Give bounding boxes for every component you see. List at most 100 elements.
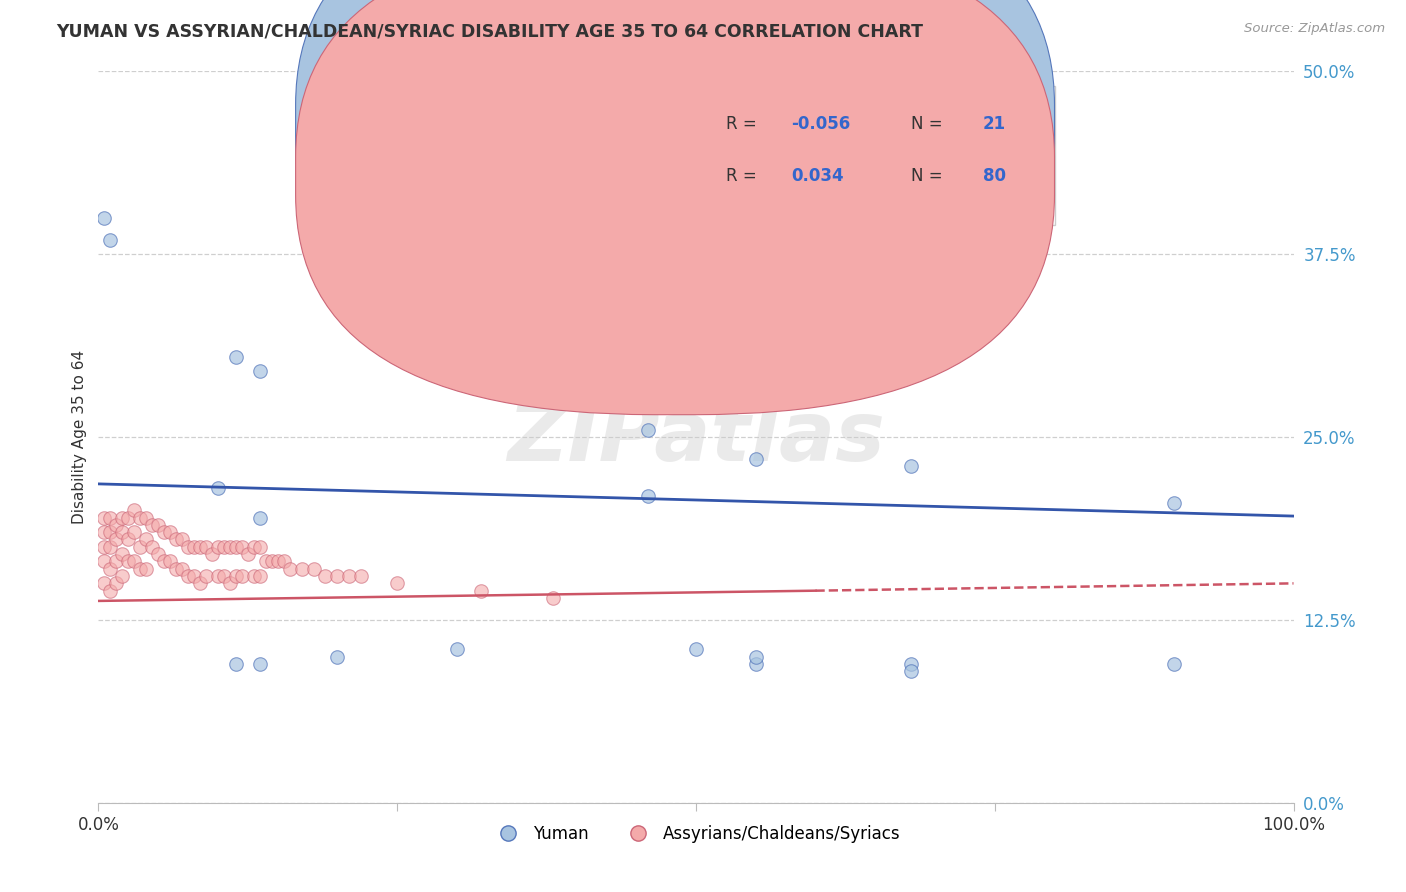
Point: [1163, 496, 1185, 510]
Point: [188, 576, 211, 591]
Text: N =: N =: [911, 167, 948, 185]
Point: [165, 562, 187, 576]
Point: [93, 540, 115, 554]
Point: [195, 569, 218, 583]
Point: [98, 233, 122, 247]
Point: [153, 554, 176, 568]
Point: [117, 533, 139, 547]
Point: [446, 642, 468, 657]
Point: [231, 569, 253, 583]
Point: [165, 533, 187, 547]
Point: [98, 583, 122, 598]
Point: [105, 517, 128, 532]
Point: [291, 562, 314, 576]
Point: [177, 540, 200, 554]
Point: [117, 554, 139, 568]
Y-axis label: Disability Age 35 to 64: Disability Age 35 to 64: [72, 350, 87, 524]
Text: 0.034: 0.034: [792, 167, 844, 185]
Point: [267, 554, 290, 568]
Point: [207, 569, 229, 583]
Legend: Yuman, Assyrians/Chaldeans/Syriacs: Yuman, Assyrians/Chaldeans/Syriacs: [484, 818, 908, 849]
Point: [98, 562, 122, 576]
Point: [201, 547, 224, 561]
Point: [212, 569, 235, 583]
Point: [93, 525, 115, 540]
Point: [98, 510, 122, 524]
Point: [326, 569, 349, 583]
Point: [183, 569, 205, 583]
Point: [745, 657, 768, 671]
Point: [249, 364, 271, 378]
Text: -0.056: -0.056: [792, 115, 851, 133]
Point: [148, 547, 170, 561]
Point: [129, 510, 152, 524]
Point: [111, 510, 134, 524]
Point: [249, 657, 271, 671]
Point: [745, 649, 768, 664]
Point: [541, 591, 564, 605]
Point: [249, 569, 271, 583]
Point: [637, 489, 659, 503]
Point: [129, 540, 152, 554]
Point: [124, 525, 146, 540]
Point: [225, 540, 247, 554]
Point: [105, 533, 128, 547]
Text: YUMAN VS ASSYRIAN/CHALDEAN/SYRIAC DISABILITY AGE 35 TO 64 CORRELATION CHART: YUMAN VS ASSYRIAN/CHALDEAN/SYRIAC DISABI…: [56, 22, 924, 40]
Point: [111, 547, 134, 561]
Point: [141, 540, 163, 554]
Point: [900, 664, 922, 678]
Point: [135, 533, 157, 547]
Point: [900, 657, 922, 671]
Point: [183, 540, 205, 554]
Point: [243, 540, 266, 554]
Point: [326, 649, 349, 664]
Point: [153, 525, 176, 540]
Point: [129, 562, 152, 576]
Point: [315, 569, 337, 583]
Point: [188, 540, 211, 554]
Point: [637, 423, 659, 437]
Text: 21: 21: [983, 115, 1005, 133]
Point: [124, 503, 146, 517]
Point: [93, 510, 115, 524]
Point: [98, 540, 122, 554]
Point: [260, 554, 283, 568]
Point: [111, 525, 134, 540]
Point: [148, 517, 170, 532]
Point: [105, 554, 128, 568]
Point: [470, 583, 492, 598]
Point: [900, 459, 922, 474]
Point: [350, 569, 373, 583]
Point: [172, 562, 194, 576]
FancyBboxPatch shape: [613, 86, 1054, 225]
Point: [243, 569, 266, 583]
Point: [172, 533, 194, 547]
Text: 80: 80: [983, 167, 1005, 185]
Point: [231, 540, 253, 554]
Point: [212, 540, 235, 554]
Point: [236, 547, 259, 561]
Point: [195, 540, 218, 554]
Point: [117, 510, 139, 524]
Point: [219, 576, 242, 591]
Point: [135, 510, 157, 524]
Point: [219, 540, 242, 554]
Point: [124, 554, 146, 568]
Point: [254, 554, 277, 568]
Point: [225, 350, 247, 364]
Point: [111, 569, 134, 583]
Text: Source: ZipAtlas.com: Source: ZipAtlas.com: [1244, 22, 1385, 36]
Point: [225, 569, 247, 583]
Point: [1163, 657, 1185, 671]
FancyBboxPatch shape: [295, 0, 1054, 362]
Point: [302, 562, 325, 576]
Point: [207, 540, 229, 554]
Point: [225, 657, 247, 671]
Text: N =: N =: [911, 115, 948, 133]
Point: [685, 642, 707, 657]
Point: [385, 576, 409, 591]
Point: [105, 576, 128, 591]
Point: [159, 554, 181, 568]
FancyBboxPatch shape: [295, 0, 1054, 415]
Text: R =: R =: [725, 167, 762, 185]
